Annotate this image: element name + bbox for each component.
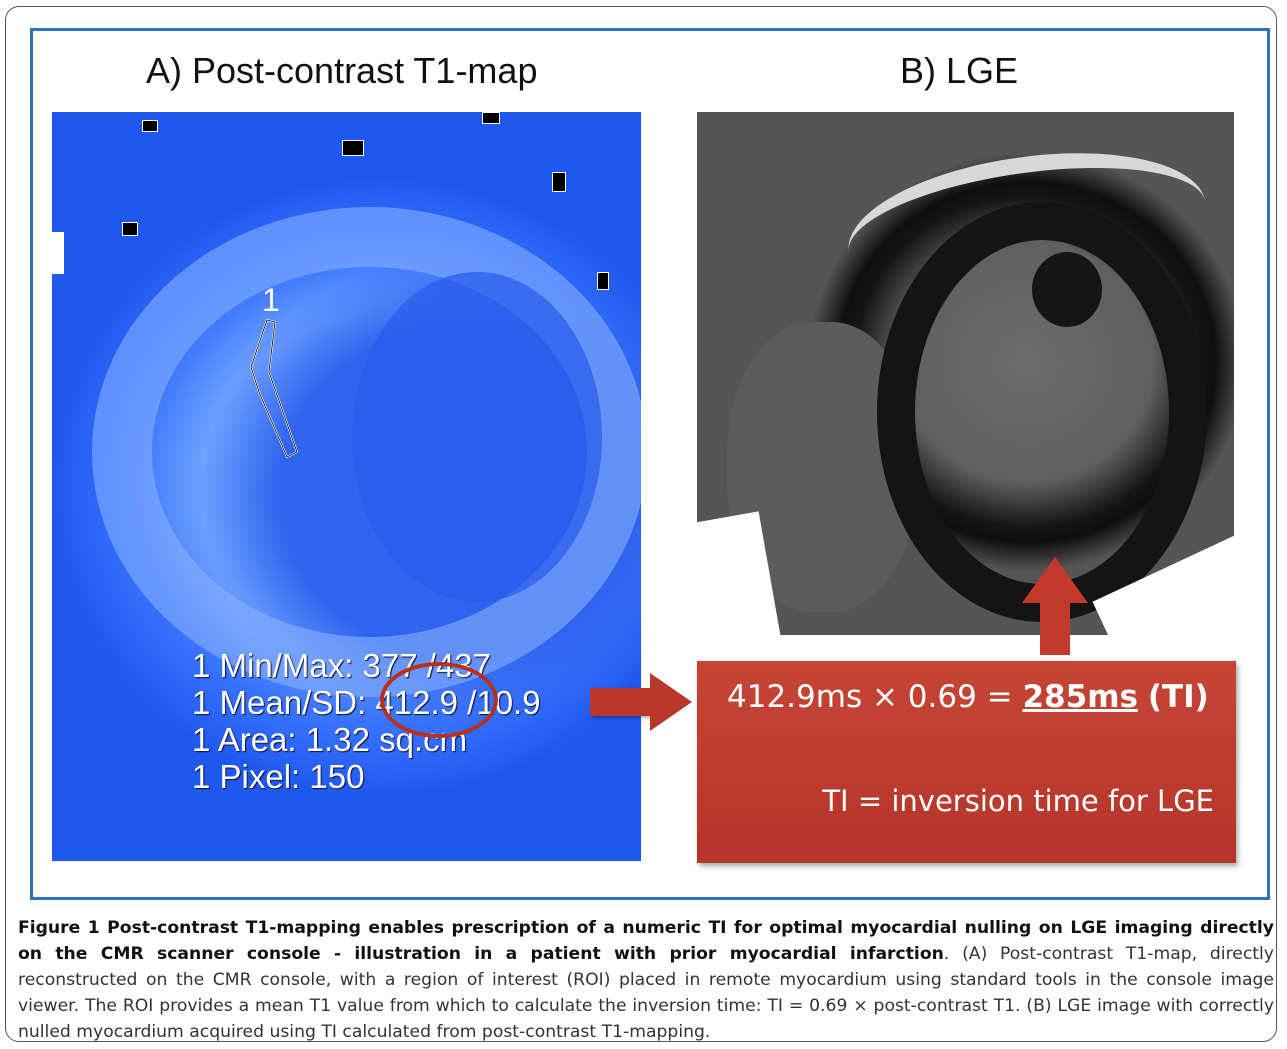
panel-a-title: A) Post-contrast T1-map <box>146 50 538 91</box>
figure-frame <box>5 6 1277 1042</box>
caption-bold: Figure 1 Post-contrast T1-mapping enable… <box>18 918 1274 964</box>
stat-pixel: 1 Pixel: 150 <box>192 758 365 795</box>
artifact-speck <box>597 272 609 290</box>
lv-cavity-dark <box>1032 252 1102 327</box>
artifact-speck <box>342 140 364 156</box>
formula-ti: (TI) <box>1147 679 1209 715</box>
blood-pool <box>352 272 602 602</box>
up-arrow-shaft <box>1040 600 1070 655</box>
caption-body: . (A) Post-contrast T1-map, directly rec… <box>18 944 1274 1042</box>
stat-mean-sd-prefix: 1 Mean/SD: <box>192 684 376 721</box>
artifact-speck <box>552 172 566 192</box>
artifact-speck <box>482 112 500 124</box>
t1-map-image: 1 1 Min/Max: 377 /437 1 Mean/SD: 412.9 /… <box>52 112 641 861</box>
ti-formula: 412.9ms × 0.69 = 285ms (TI) <box>727 679 1209 715</box>
panel-b-title: B) LGE <box>900 50 1019 91</box>
figure-caption: Figure 1 Post-contrast T1-mapping enable… <box>18 915 1274 1045</box>
artifact-speck <box>142 120 158 132</box>
artifact-speck <box>52 232 64 274</box>
formula-prefix: 412.9ms × 0.69 = <box>727 679 1023 715</box>
right-arrow-icon <box>650 673 692 731</box>
roi-stats: 1 Min/Max: 377 /437 1 Mean/SD: 412.9 /10… <box>192 647 541 795</box>
mean-highlight-ellipse <box>380 662 498 738</box>
lge-image <box>697 112 1234 635</box>
roi-number-label: 1 <box>262 282 280 318</box>
right-arrow-shaft <box>590 688 650 716</box>
ti-definition-note: TI = inversion time for LGE <box>822 784 1214 818</box>
formula-box: 412.9ms × 0.69 = 285ms (TI) TI = inversi… <box>697 661 1236 863</box>
artifact-speck <box>122 222 138 236</box>
formula-result: 285ms <box>1022 679 1138 715</box>
up-arrow-icon <box>1022 557 1088 603</box>
stat-area: 1 Area: 1.32 sq.cm <box>192 721 468 758</box>
roi-outline <box>249 318 299 459</box>
